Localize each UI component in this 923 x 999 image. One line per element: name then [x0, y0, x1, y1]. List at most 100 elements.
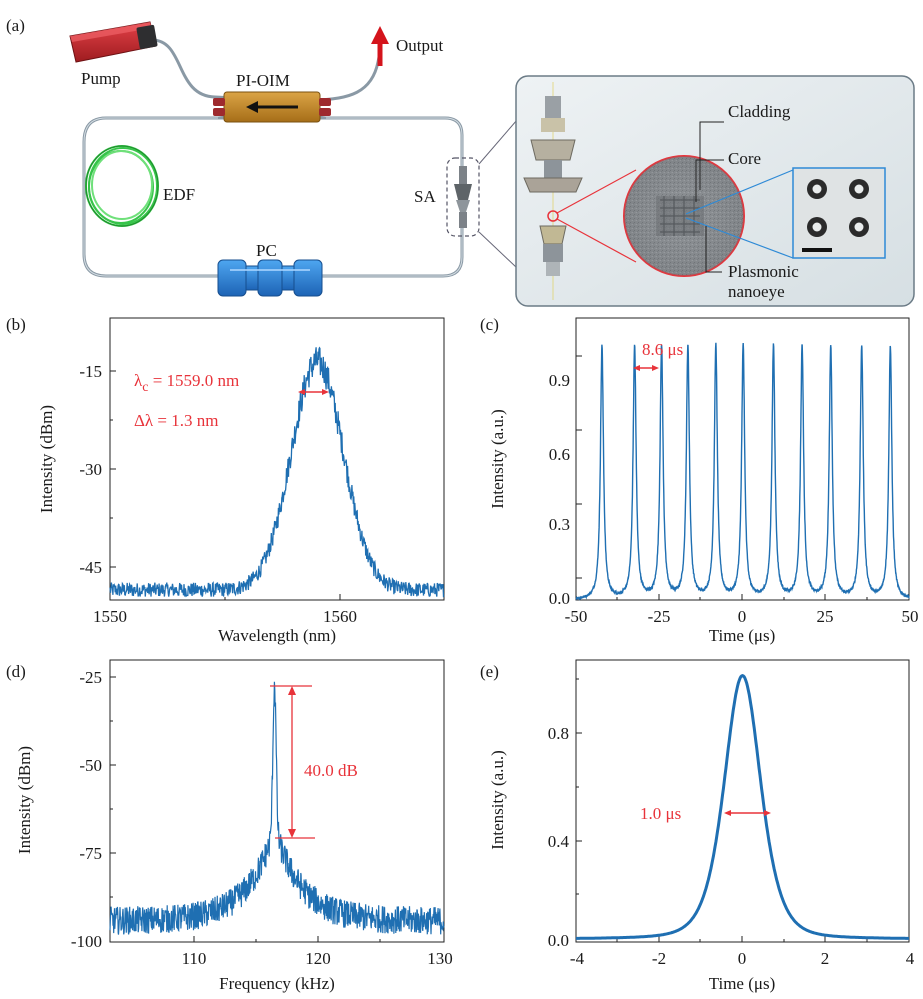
panel-c-tag: (c) — [480, 315, 499, 334]
panel-b-frame — [109, 317, 445, 601]
panel-c-annotation-period: 8.6 μs — [642, 340, 683, 359]
panel-e-ytick-1: 0.4 — [548, 832, 570, 851]
red-zoom-line-bottom — [556, 218, 637, 263]
panel-e-xtick-3: 2 — [821, 949, 830, 968]
panel-e-ytick-0: 0.0 — [548, 931, 569, 950]
fiber-coil-icon — [85, 145, 159, 227]
fiber-connector-icon — [454, 166, 472, 228]
panel-c-xlabel: Time (μs) — [709, 626, 776, 645]
panel-e-ylabel: Intensity (a.u.) — [488, 750, 507, 850]
panel-e-annotation-width: 1.0 μs — [640, 804, 681, 823]
plasmonic-label-2: nanoeye — [728, 282, 785, 301]
panel-d-ylabel: Intensity (dBm) — [15, 746, 34, 854]
sa-dashed-box — [446, 157, 480, 237]
output-label: Output — [396, 36, 444, 55]
sa-inset: Cladding Core Plasmonic nanoeye — [515, 75, 915, 307]
panel-c-pulse-train-trace — [575, 342, 910, 601]
panel-a-tag: (a) — [6, 16, 25, 35]
panel-d-xlabel: Frequency (kHz) — [219, 974, 335, 993]
panel-c: (c) 0.0 0.3 0.6 0.9 -50 -25 0 25 50 Time… — [480, 315, 919, 645]
panel-b-ytick-1: -15 — [79, 362, 102, 381]
panel-b-spectrum-trace — [109, 346, 445, 598]
panel-c-ytick-2: 0.6 — [549, 445, 570, 464]
panel-c-period-marker — [633, 365, 659, 371]
panel-c-xtick-1: -25 — [648, 607, 671, 626]
panel-d-xtick-2: 120 — [305, 949, 331, 968]
panel-d-annotation-snr: 40.0 dB — [304, 761, 358, 780]
blue-zoom-line-top — [685, 169, 794, 215]
panel-e-xtick-1: -2 — [652, 949, 666, 968]
panel-b-fwhm-marker — [298, 389, 329, 395]
fiber-tip-marker — [547, 210, 559, 222]
panel-d-snr-marker — [270, 685, 315, 839]
pump-fiber — [151, 38, 236, 100]
plasmonic-leader — [705, 226, 722, 273]
panel-b-xtick-2: 1560 — [323, 607, 357, 626]
panel-c-xtick-4: 50 — [902, 607, 919, 626]
panel-b-xtick-1: 1550 — [93, 607, 127, 626]
panel-d-xtick-1: 110 — [182, 949, 207, 968]
panel-d-ytick-1: -25 — [79, 668, 102, 687]
ferrule-bottom-icon — [539, 225, 567, 276]
red-zoom-line-top — [556, 169, 637, 214]
panel-e-tag: (e) — [480, 662, 499, 681]
panel-d-tag: (d) — [6, 662, 26, 681]
panel-b-tag: (b) — [6, 315, 26, 334]
panel-c-ytick-3: 0.9 — [549, 371, 570, 390]
panel-d-ytick-3: -75 — [79, 844, 102, 863]
panel-c-xtick-2: 0 — [738, 607, 747, 626]
cladding-label: Cladding — [728, 102, 791, 121]
panel-b-annotation-center: λc = 1559.0 nm — [134, 371, 239, 395]
plasmonic-label-1: Plasmonic — [728, 262, 799, 281]
polarization-controller-icon — [217, 259, 323, 297]
panel-e-frame — [575, 659, 910, 943]
panel-d-frame — [109, 659, 445, 943]
panel-b-xlabel: Wavelength (nm) — [218, 626, 336, 645]
output-fiber — [311, 51, 382, 102]
panel-d-ytick-2: -50 — [79, 756, 102, 775]
panel-e-xlabel: Time (μs) — [709, 974, 776, 993]
panel-e-fwhm-marker — [724, 810, 771, 816]
panel-b-ytick-2: -30 — [79, 460, 102, 479]
fiber-end-face-icon — [623, 155, 745, 277]
panel-e-xtick-0: -4 — [570, 949, 585, 968]
zoom-line-bottom — [478, 231, 518, 269]
panel-c-xtick-0: -50 — [565, 607, 588, 626]
panel-a: (a) Pump PI-OIM — [6, 16, 915, 307]
pc-label: PC — [256, 241, 277, 260]
panel-d-ytick-4: -100 — [71, 932, 102, 951]
panel-d-rf-spectrum-trace — [109, 681, 445, 935]
panel-b-ticks — [109, 370, 341, 600]
panel-e-single-pulse-trace — [576, 673, 909, 940]
pump-label: Pump — [81, 69, 121, 88]
nanoeye-array-icon — [792, 167, 886, 259]
pump-laser-icon — [69, 21, 158, 63]
ferrule-top-icon — [523, 96, 583, 193]
output-arrow-icon — [371, 26, 389, 66]
panel-b: (b) -15 -30 -45 1550 1560 Wavelength (nm… — [6, 315, 445, 645]
blue-zoom-line-bottom — [685, 217, 794, 259]
isolator-icon — [213, 91, 331, 123]
panel-b-ylabel: Intensity (dBm) — [37, 405, 56, 513]
panel-b-annotation-width: Δλ = 1.3 nm — [134, 411, 219, 430]
panel-c-ytick-0: 0.0 — [549, 589, 570, 608]
panel-e-ytick-2: 0.8 — [548, 724, 569, 743]
panel-d-ticks — [110, 676, 381, 942]
panel-d: (d) -25 -50 -75 -100 110 120 130 Frequen… — [6, 659, 453, 993]
panel-c-ylabel: Intensity (a.u.) — [488, 409, 507, 509]
panel-e: (e) 0.0 0.4 0.8 -4 -2 0 2 4 Time (μs) In… — [480, 659, 915, 993]
panel-c-ytick-1: 0.3 — [549, 515, 570, 534]
zoom-line-top — [478, 119, 518, 165]
panel-b-ytick-3: -45 — [79, 558, 102, 577]
sa-label: SA — [414, 187, 436, 206]
isolator-label: PI-OIM — [236, 71, 290, 90]
core-label: Core — [728, 149, 761, 168]
cladding-leader — [699, 121, 724, 190]
panel-e-xtick-4: 4 — [906, 949, 915, 968]
panel-c-xtick-3: 25 — [817, 607, 834, 626]
panel-d-xtick-3: 130 — [427, 949, 453, 968]
edf-label: EDF — [163, 185, 195, 204]
panel-c-ticks — [576, 355, 868, 600]
panel-e-ticks — [576, 678, 868, 942]
